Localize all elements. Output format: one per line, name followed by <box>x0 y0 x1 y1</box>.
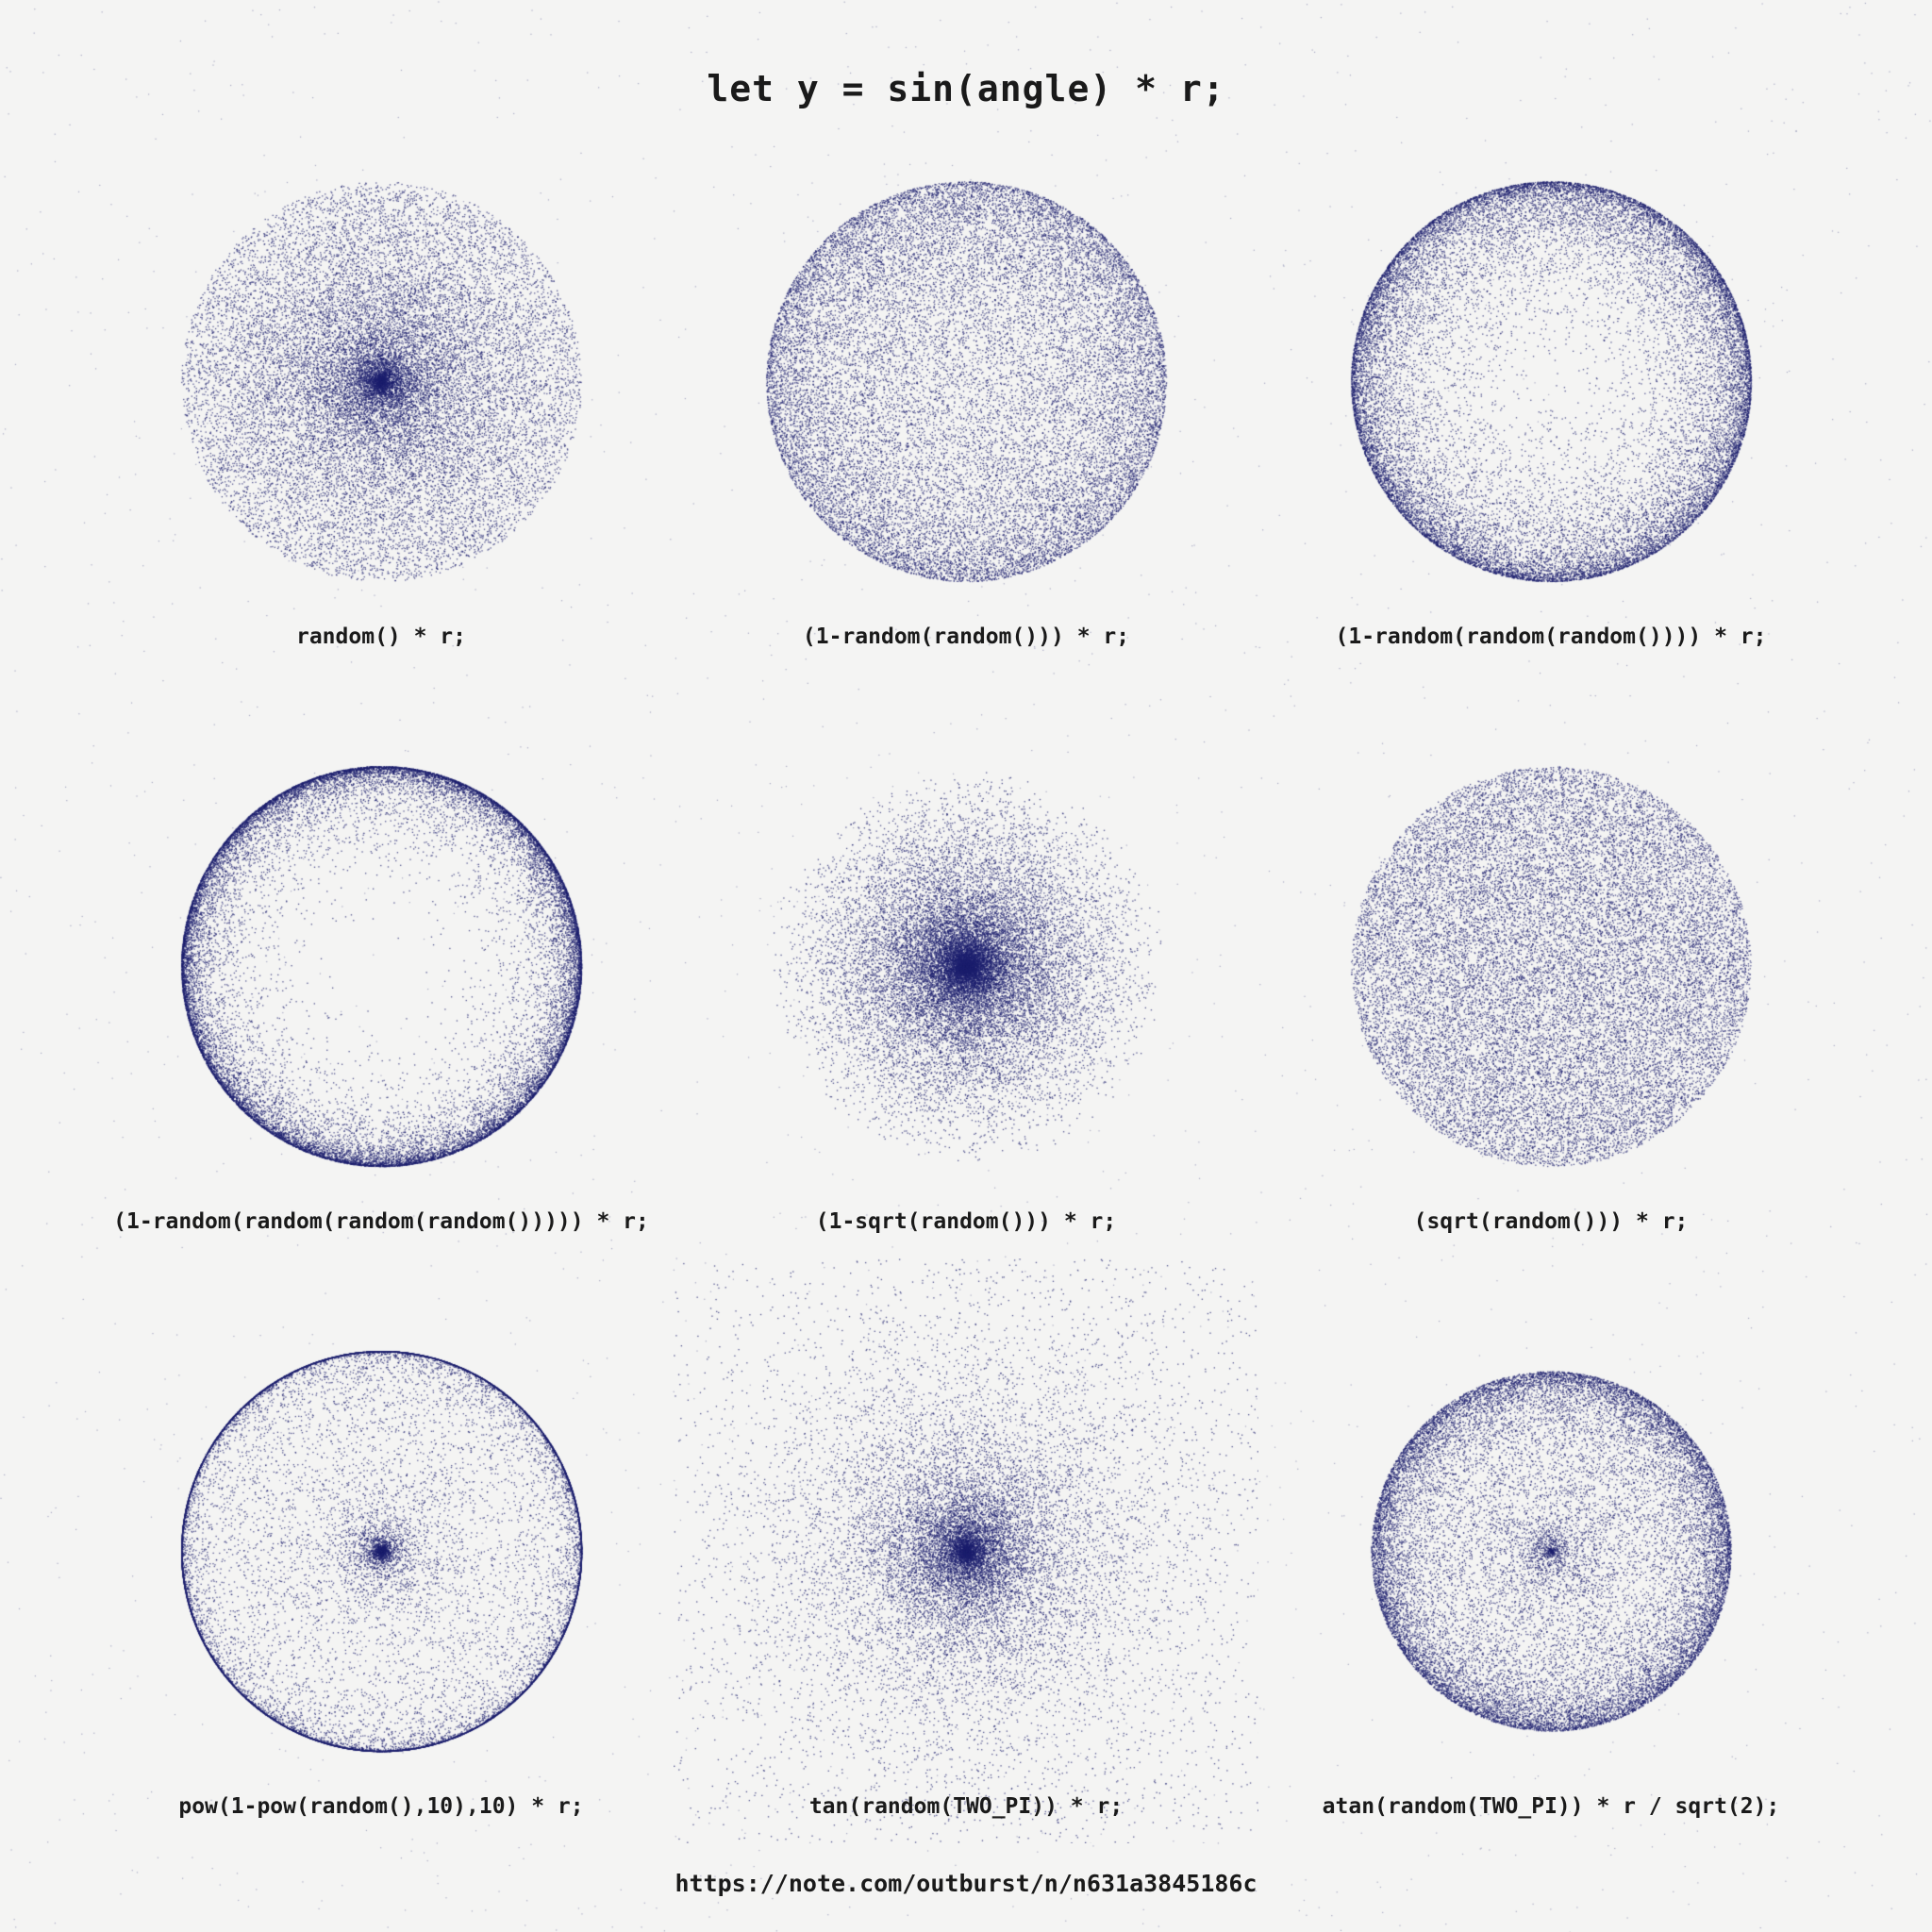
plot-caption-9: atan(random(TWO_PI)) * r / sqrt(2); <box>1322 1794 1780 1819</box>
scatter-plot-3 <box>1258 89 1843 674</box>
plot-caption-1: random() * r; <box>295 625 466 649</box>
plot-caption-2: (1-random(random())) * r; <box>802 625 1130 649</box>
footer-url: https://note.com/outburst/n/n631a3845186… <box>675 1870 1257 1897</box>
dot-cloud-1 <box>89 89 674 674</box>
scatter-plot-1 <box>89 89 674 674</box>
plot-caption-6: (sqrt(random())) * r; <box>1413 1209 1689 1234</box>
dot-cloud-2 <box>674 89 1258 674</box>
plot-caption-5: (1-sqrt(random())) * r; <box>815 1209 1117 1234</box>
scatter-plot-6 <box>1258 674 1843 1258</box>
dot-cloud-9 <box>1258 1258 1843 1843</box>
plot-caption-4: (1-random(random(random(random())))) * r… <box>113 1209 649 1234</box>
plot-caption-3: (1-random(random(random()))) * r; <box>1335 625 1767 649</box>
dot-cloud-7 <box>89 1258 674 1843</box>
plot-caption-7: pow(1-pow(random(),10),10) * r; <box>178 1794 584 1819</box>
scatter-plot-2 <box>674 89 1258 674</box>
scatter-plot-8 <box>674 1258 1258 1843</box>
dot-cloud-5 <box>674 674 1258 1258</box>
dot-cloud-6 <box>1258 674 1843 1258</box>
dot-cloud-8 <box>674 1258 1258 1843</box>
dot-cloud-4 <box>89 674 674 1258</box>
scatter-plot-4 <box>89 674 674 1258</box>
dot-cloud-3 <box>1258 89 1843 674</box>
plot-caption-8: tan(random(TWO_PI)) * r; <box>808 1794 1124 1819</box>
scatter-plot-7 <box>89 1258 674 1843</box>
scatter-plot-5 <box>674 674 1258 1258</box>
scatter-plot-9 <box>1258 1258 1843 1843</box>
